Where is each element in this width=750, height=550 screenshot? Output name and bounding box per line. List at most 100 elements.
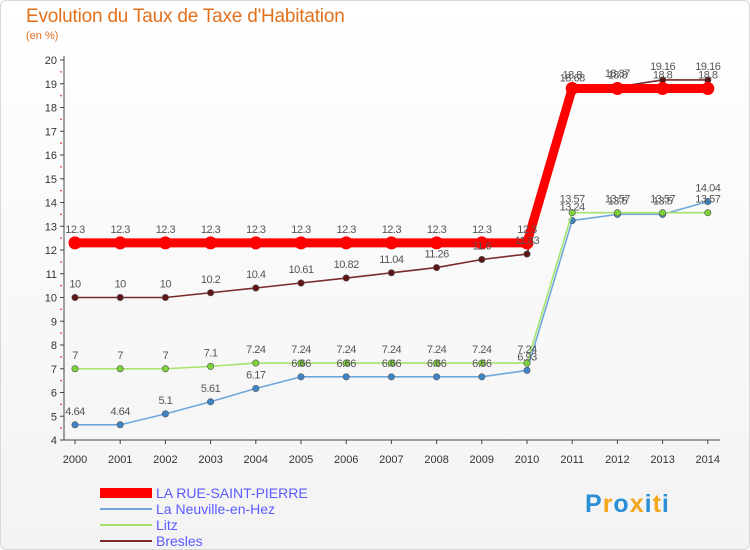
x-tick-label: 2001 xyxy=(108,454,132,466)
data-label: 14.04 xyxy=(695,183,720,195)
data-label: 6.66 xyxy=(427,358,447,370)
data-point xyxy=(113,236,127,250)
data-point xyxy=(610,82,624,95)
data-point xyxy=(478,373,486,381)
y-minor-dot xyxy=(60,427,62,430)
logo-letter: r xyxy=(602,490,614,518)
legend: LA RUE-SAINT-PIERRE La Neuville-en-Hez L… xyxy=(100,485,308,549)
data-label: 18.68 xyxy=(560,72,585,84)
logo-letter: x xyxy=(629,490,645,518)
data-point xyxy=(342,373,350,381)
data-point xyxy=(207,289,215,297)
data-label: 7.24 xyxy=(246,344,266,356)
data-label: 10.2 xyxy=(201,274,221,286)
legend-label-bresles: Bresles xyxy=(156,533,203,549)
data-label: 7.24 xyxy=(517,344,537,356)
data-point xyxy=(387,373,395,381)
data-point xyxy=(161,293,169,301)
data-point xyxy=(71,293,79,301)
data-label: 10.82 xyxy=(334,259,359,271)
data-point xyxy=(478,359,486,367)
y-minor-dot xyxy=(60,94,62,97)
data-label: 10 xyxy=(160,279,172,291)
legend-swatch-rue-saint-pierre xyxy=(100,488,152,498)
data-point xyxy=(342,359,350,367)
y-minor-dot xyxy=(60,260,62,263)
data-label: 4.64 xyxy=(110,406,130,418)
legend-label-rue-saint-pierre: LA RUE-SAINT-PIERRE xyxy=(156,485,308,501)
data-label: 18.87 xyxy=(605,68,630,80)
legend-swatch-bresles xyxy=(100,540,152,542)
data-point xyxy=(158,236,172,250)
data-label: 10.61 xyxy=(288,264,313,276)
data-label: 6.93 xyxy=(517,351,537,363)
data-label: 6.66 xyxy=(382,358,402,370)
logo-letter: i xyxy=(661,490,670,518)
data-label: 18.8 xyxy=(698,70,718,82)
data-label: 12.3 xyxy=(427,224,447,236)
data-point xyxy=(475,236,489,250)
data-point xyxy=(387,269,395,277)
data-label: 13.24 xyxy=(560,202,585,214)
data-label: 6.17 xyxy=(246,369,266,381)
legend-item-litz: Litz xyxy=(100,517,308,533)
data-point xyxy=(204,236,218,250)
x-tick-label: 2005 xyxy=(289,454,313,466)
data-label: 6.66 xyxy=(472,358,492,370)
y-tick-label: 18 xyxy=(45,103,57,115)
y-tick-label: 8 xyxy=(51,340,57,352)
y-tick-label: 15 xyxy=(45,174,57,186)
data-label: 13.57 xyxy=(650,194,675,206)
y-tick-label: 20 xyxy=(45,55,57,67)
y-minor-dot xyxy=(60,237,62,240)
data-point xyxy=(568,209,576,217)
data-point xyxy=(71,365,79,373)
legend-label-la-neuville-en-hez: La Neuville-en-Hez xyxy=(156,501,276,517)
data-label: 11.26 xyxy=(424,249,449,261)
legend-item-la-neuville-en-hez: La Neuville-en-Hez xyxy=(100,501,308,517)
data-point xyxy=(297,359,305,367)
data-point xyxy=(297,373,305,381)
data-label: 7.24 xyxy=(472,344,492,356)
y-minor-dot xyxy=(60,70,62,73)
data-label: 5.61 xyxy=(201,383,221,395)
x-tick-label: 2002 xyxy=(153,454,177,466)
data-label: 7.24 xyxy=(336,344,356,356)
data-point xyxy=(252,359,260,367)
data-point xyxy=(252,284,260,292)
chart-title: Evolution du Taux de Taxe d'Habitation xyxy=(26,6,345,27)
data-label: 18.8 xyxy=(608,70,628,82)
logo-letter: i xyxy=(644,490,653,518)
logo-letter: t xyxy=(652,490,662,518)
data-point xyxy=(433,359,441,367)
legend-item-bresles: Bresles xyxy=(100,533,308,549)
data-point xyxy=(116,365,124,373)
legend-label-litz: Litz xyxy=(156,517,178,533)
logo-letter: o xyxy=(613,490,630,518)
proxiti-logo: Proxiti xyxy=(585,490,670,519)
data-point xyxy=(68,236,82,250)
y-minor-dot xyxy=(60,403,62,406)
x-tick-label: 2007 xyxy=(379,454,403,466)
data-point xyxy=(433,264,441,272)
y-minor-dot xyxy=(60,355,62,358)
data-label: 12.3 xyxy=(517,224,537,236)
y-tick-label: 9 xyxy=(51,316,57,328)
x-tick-label: 2010 xyxy=(515,454,539,466)
x-tick-label: 2009 xyxy=(470,454,494,466)
data-point xyxy=(294,236,308,250)
y-minor-dot xyxy=(60,332,62,335)
y-tick-label: 6 xyxy=(51,388,57,400)
y-minor-dot xyxy=(60,284,62,287)
data-point xyxy=(430,236,444,250)
data-point xyxy=(478,255,486,263)
data-label: 12.3 xyxy=(201,224,221,236)
data-point xyxy=(613,209,621,217)
y-tick-label: 7 xyxy=(51,364,57,376)
y-minor-dot xyxy=(60,189,62,192)
x-tick-label: 2006 xyxy=(334,454,358,466)
data-label: 7.24 xyxy=(382,344,402,356)
x-tick-label: 2011 xyxy=(560,454,584,466)
data-label: 19.16 xyxy=(650,61,675,73)
